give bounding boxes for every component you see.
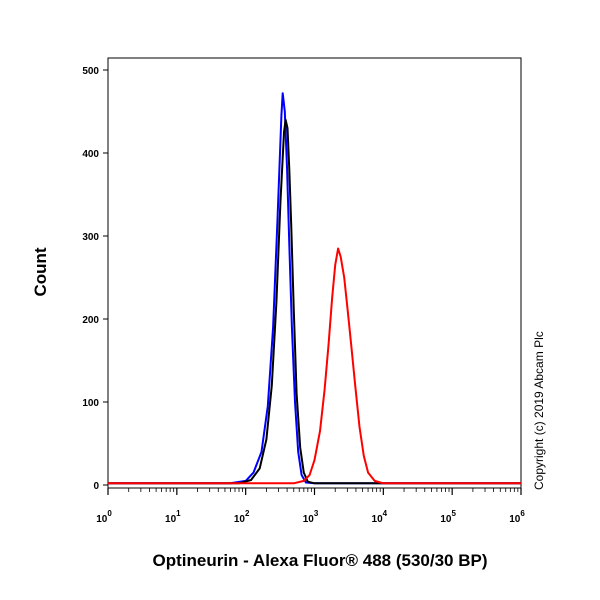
y-tick-label: 500 bbox=[82, 66, 99, 77]
axis-tick-labels: 0 100 200 300 400 500 100 101 102 103 104 105 106 bbox=[82, 66, 525, 525]
x-tick-label: 101 bbox=[165, 509, 181, 525]
y-tick-label: 200 bbox=[82, 315, 99, 326]
series-line-2 bbox=[108, 247, 521, 485]
series-line-1 bbox=[108, 118, 521, 485]
x-tick-label: 104 bbox=[372, 509, 388, 525]
y-axis-title: Count bbox=[31, 247, 50, 296]
series-line-0 bbox=[108, 92, 521, 485]
data-series bbox=[108, 92, 521, 485]
x-tick-label: 102 bbox=[234, 509, 250, 525]
y-tick-label: 300 bbox=[82, 232, 99, 243]
y-tick-label: 100 bbox=[82, 398, 99, 409]
copyright-annotation: Copyright (c) 2019 Abcam Plc bbox=[532, 331, 546, 490]
plot-frame bbox=[107, 57, 522, 489]
x-tick-label: 100 bbox=[96, 509, 112, 525]
y-tick-label: 400 bbox=[82, 149, 99, 160]
x-axis-title: Optineurin - Alexa Fluor® 488 (530/30 BP… bbox=[153, 551, 488, 570]
axis-ticks bbox=[103, 69, 522, 495]
x-tick-label: 105 bbox=[440, 509, 456, 525]
x-tick-label: 103 bbox=[303, 509, 319, 525]
y-tick-label: 0 bbox=[93, 481, 99, 492]
x-tick-label: 106 bbox=[509, 509, 525, 525]
